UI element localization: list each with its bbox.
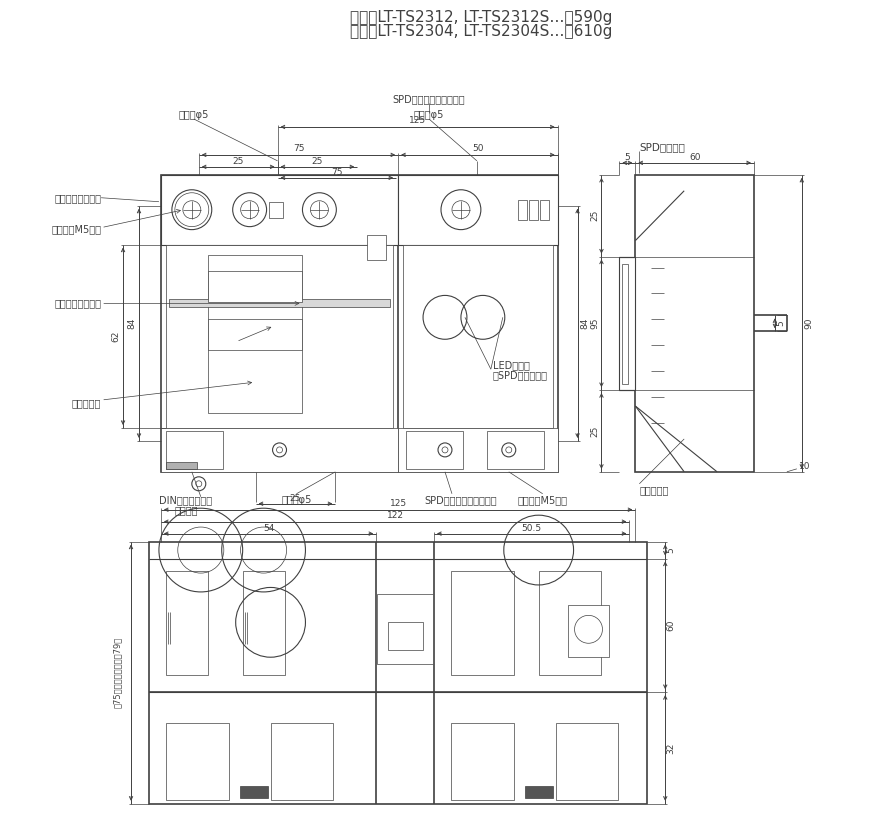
Bar bbox=[406, 431, 463, 469]
Text: 50.5: 50.5 bbox=[521, 524, 542, 533]
Text: 54: 54 bbox=[263, 524, 274, 533]
Text: 84: 84 bbox=[128, 318, 137, 329]
Text: 5: 5 bbox=[667, 547, 676, 553]
Text: 切替レバー: 切替レバー bbox=[639, 485, 669, 495]
Text: SPDユニット: SPDユニット bbox=[639, 142, 685, 152]
Bar bbox=[623, 264, 628, 384]
Text: スライダ: スライダ bbox=[174, 505, 198, 515]
Text: 25: 25 bbox=[590, 210, 599, 222]
Text: 60: 60 bbox=[667, 620, 676, 631]
Bar bbox=[161, 175, 398, 244]
Text: （75）（操作時最大約79）: （75）（操作時最大約79） bbox=[113, 637, 122, 708]
Text: DINレール取付用: DINレール取付用 bbox=[160, 495, 213, 505]
Bar bbox=[451, 570, 513, 675]
Text: 接続端子M5ネジ: 接続端子M5ネジ bbox=[518, 495, 568, 505]
Text: 75: 75 bbox=[331, 168, 342, 177]
Bar bbox=[635, 175, 754, 472]
Bar bbox=[518, 200, 527, 220]
Text: 切替レバー: 切替レバー bbox=[71, 398, 101, 408]
Text: 5: 5 bbox=[776, 320, 785, 326]
Text: LT-TS2304, LT-TS2304S…約610g: LT-TS2304, LT-TS2304S…約610g bbox=[350, 24, 613, 39]
Text: 60: 60 bbox=[689, 154, 700, 162]
Bar bbox=[487, 431, 543, 469]
Text: 25: 25 bbox=[233, 157, 243, 166]
Bar bbox=[451, 723, 513, 800]
Bar bbox=[166, 462, 197, 469]
Text: 75: 75 bbox=[293, 144, 304, 154]
Bar bbox=[540, 200, 549, 220]
Text: 切替レバーロック: 切替レバーロック bbox=[54, 298, 101, 308]
Bar bbox=[166, 431, 223, 469]
Bar bbox=[166, 244, 393, 428]
Bar bbox=[269, 202, 282, 218]
Bar bbox=[208, 319, 303, 350]
Bar bbox=[161, 175, 557, 472]
Text: 接続端子ユニット: 接続端子ユニット bbox=[54, 192, 101, 202]
Bar bbox=[525, 785, 553, 798]
Text: 90: 90 bbox=[804, 318, 813, 329]
Text: 25: 25 bbox=[590, 425, 599, 437]
Text: 25: 25 bbox=[290, 494, 301, 503]
Bar bbox=[377, 595, 433, 664]
Bar bbox=[208, 255, 303, 413]
Text: 62: 62 bbox=[112, 331, 121, 342]
Bar bbox=[240, 785, 267, 798]
Bar bbox=[367, 234, 386, 260]
Bar bbox=[398, 428, 557, 472]
Text: 84: 84 bbox=[580, 318, 589, 329]
Bar bbox=[388, 622, 423, 650]
Text: 質量：LT-TS2312, LT-TS2312S…約590g: 質量：LT-TS2312, LT-TS2312S…約590g bbox=[350, 10, 613, 25]
Text: 10: 10 bbox=[799, 462, 811, 471]
Text: （SPD機能表示）: （SPD機能表示） bbox=[493, 370, 548, 381]
Bar bbox=[166, 570, 208, 675]
Text: LEDランプ: LEDランプ bbox=[493, 360, 530, 370]
Text: 取付穴φ5: 取付穴φ5 bbox=[281, 495, 311, 505]
Text: 取付穴φ5: 取付穴φ5 bbox=[414, 110, 445, 120]
Text: 95: 95 bbox=[590, 318, 599, 329]
Bar bbox=[243, 570, 285, 675]
Text: 5: 5 bbox=[624, 154, 631, 162]
Text: 125: 125 bbox=[390, 499, 407, 508]
Bar bbox=[528, 200, 538, 220]
Text: 125: 125 bbox=[409, 117, 426, 125]
Text: 122: 122 bbox=[386, 512, 404, 520]
Bar bbox=[398, 175, 557, 244]
Bar bbox=[539, 570, 602, 675]
Bar bbox=[403, 244, 553, 428]
Text: 接続端子M5ネジ: 接続端子M5ネジ bbox=[51, 224, 101, 234]
Bar bbox=[208, 271, 303, 302]
Bar bbox=[568, 606, 609, 657]
Text: SPDユニット着脱つまみ: SPDユニット着脱つまみ bbox=[392, 94, 466, 104]
Text: 32: 32 bbox=[667, 743, 676, 753]
Bar bbox=[149, 542, 647, 804]
Bar bbox=[166, 723, 228, 800]
Bar bbox=[168, 299, 390, 307]
Text: SPDユニット着脱つまみ: SPDユニット着脱つまみ bbox=[424, 495, 497, 505]
Text: 50: 50 bbox=[472, 144, 483, 154]
Text: 取付穴φ5: 取付穴φ5 bbox=[179, 110, 209, 120]
Text: 25: 25 bbox=[311, 157, 323, 166]
Bar bbox=[556, 723, 618, 800]
Bar bbox=[271, 723, 333, 800]
Bar bbox=[619, 256, 635, 390]
Bar bbox=[161, 428, 398, 472]
